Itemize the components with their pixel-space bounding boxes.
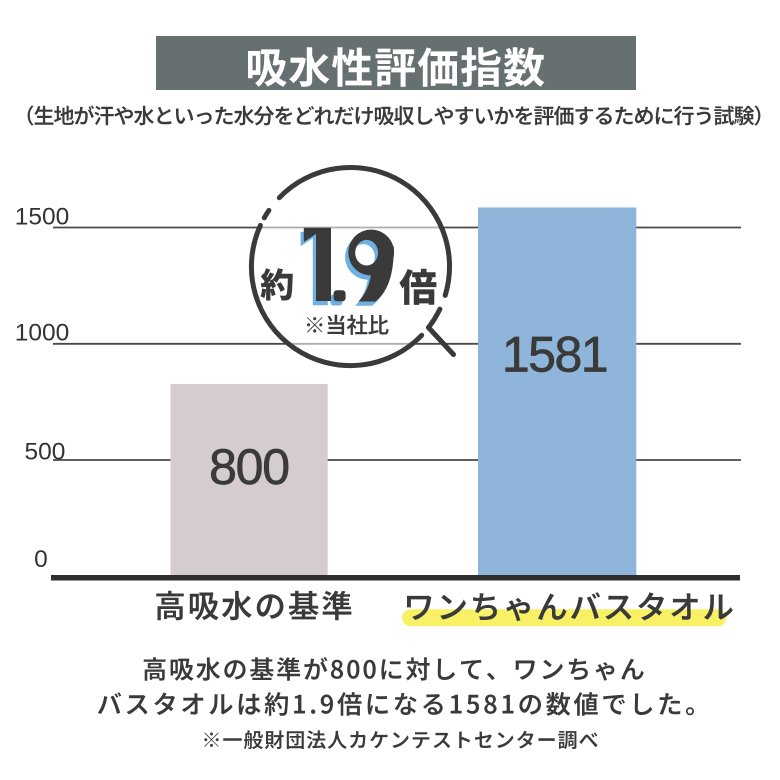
svg-text:500: 500 xyxy=(25,439,66,466)
svg-text:1500: 1500 xyxy=(15,204,70,231)
svg-text:0: 0 xyxy=(34,546,48,573)
svg-text:1581: 1581 xyxy=(502,326,607,382)
svg-text:1000: 1000 xyxy=(15,320,70,347)
svg-text:800: 800 xyxy=(209,439,289,495)
